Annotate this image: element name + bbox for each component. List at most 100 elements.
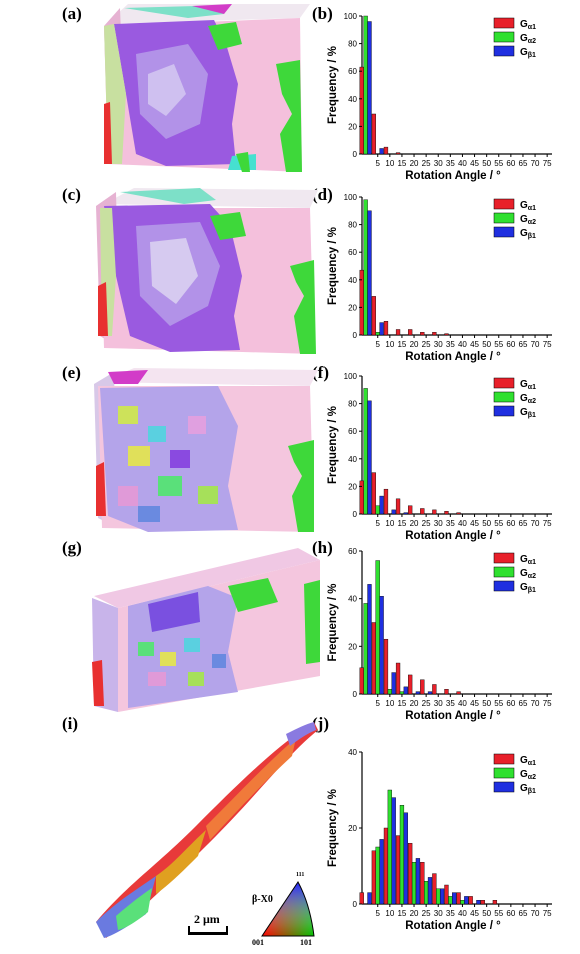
legend-label-sub: α2 bbox=[528, 38, 536, 45]
bar-Gα1-25 bbox=[420, 508, 425, 515]
x-tick-label: 75 bbox=[543, 699, 552, 708]
bar-Gβ1-20 bbox=[415, 858, 421, 905]
bar-Gα1-40 bbox=[456, 892, 461, 905]
y-tick-label: 40 bbox=[348, 595, 357, 604]
legend-swatch-Gα1 bbox=[493, 552, 515, 564]
x-tick-label: 70 bbox=[531, 340, 540, 349]
bar-Gα1-25 bbox=[420, 679, 425, 695]
legend-label-Gβ1: Gβ1 bbox=[520, 407, 536, 419]
grain-mosaic-g bbox=[138, 638, 226, 686]
bar-Gα1-30 bbox=[432, 873, 437, 905]
panel-label-c: (c) bbox=[62, 185, 81, 204]
y-axis-title: Frequency / % bbox=[327, 46, 339, 124]
x-tick-label: 10 bbox=[385, 519, 394, 528]
legend-swatch-Gβ1 bbox=[493, 226, 515, 238]
ipf-color-key bbox=[261, 881, 315, 937]
bar-Gβ1-0 bbox=[367, 21, 372, 155]
y-axis-title: Frequency / % bbox=[327, 227, 339, 305]
x-tick-label: 20 bbox=[410, 699, 419, 708]
bar-Gα2-15 bbox=[399, 805, 405, 905]
x-tick-label: 55 bbox=[494, 159, 503, 168]
bar-Gα2-20 bbox=[411, 862, 417, 905]
x-tick-label: 15 bbox=[397, 699, 406, 708]
legend-label-main: G bbox=[520, 755, 528, 766]
legend-label-sub: β1 bbox=[528, 233, 536, 240]
grain-mosaic-e bbox=[118, 406, 218, 522]
legend-label-Gα2: Gα2 bbox=[520, 393, 536, 405]
x-axis-title: Rotation Angle / ° bbox=[405, 710, 501, 722]
legend-label-main: G bbox=[520, 33, 528, 44]
x-tick-label: 45 bbox=[470, 159, 479, 168]
y-tick-label: 0 bbox=[353, 510, 358, 519]
x-tick-label: 45 bbox=[470, 519, 479, 528]
legend-swatch-Gβ1 bbox=[493, 45, 515, 57]
x-tick-label: 10 bbox=[385, 159, 394, 168]
legend-swatch-Gα1 bbox=[493, 377, 515, 389]
bar-Gα2-5 bbox=[375, 505, 380, 515]
x-tick-label: 55 bbox=[494, 699, 503, 708]
y-tick-label: 60 bbox=[348, 67, 357, 76]
x-tick-label: 55 bbox=[494, 519, 503, 528]
bar-Gα1-35 bbox=[444, 689, 449, 695]
x-tick-label: 35 bbox=[446, 909, 455, 918]
x-tick-label: 40 bbox=[458, 909, 467, 918]
x-tick-label: 60 bbox=[506, 699, 515, 708]
ipf-key-title: β-X0 bbox=[252, 894, 273, 905]
bar-Gα1-5 bbox=[371, 296, 376, 336]
legend-label-sub: α1 bbox=[528, 559, 536, 566]
legend-label-main: G bbox=[520, 393, 528, 404]
panel-label-b: (b) bbox=[312, 4, 333, 23]
ipf-corner-001: 001 bbox=[252, 938, 264, 947]
bar-Gα1-30 bbox=[432, 509, 437, 515]
x-tick-label: 15 bbox=[397, 909, 406, 918]
x-tick-label: 25 bbox=[422, 159, 431, 168]
legend-swatch-Gα2 bbox=[493, 767, 515, 779]
legend-label-sub: α1 bbox=[528, 384, 536, 391]
y-tick-label: 0 bbox=[353, 900, 358, 909]
y-tick-label: 0 bbox=[353, 690, 358, 699]
legend-swatch-Gβ1 bbox=[493, 580, 515, 592]
legend-label-main: G bbox=[520, 769, 528, 780]
bar-Gα2-30 bbox=[436, 888, 441, 905]
x-tick-label: 50 bbox=[482, 909, 491, 918]
bar-Gα1-35 bbox=[444, 333, 449, 336]
x-tick-label: 75 bbox=[543, 159, 552, 168]
bar-Gα1-0 bbox=[359, 480, 364, 515]
x-tick-label: 50 bbox=[482, 159, 491, 168]
y-tick-label: 100 bbox=[344, 372, 358, 381]
legend-label-Gα2: Gα2 bbox=[520, 568, 536, 580]
x-tick-label: 40 bbox=[458, 159, 467, 168]
x-tick-label: 30 bbox=[434, 699, 443, 708]
x-tick-label: 15 bbox=[397, 340, 406, 349]
x-tick-label: 5 bbox=[376, 159, 381, 168]
legend-swatch-Gα2 bbox=[493, 566, 515, 578]
microstructure-3d-e bbox=[94, 368, 318, 532]
bar-Gβ1-15 bbox=[403, 512, 408, 515]
bar-Gβ1-30 bbox=[439, 888, 445, 905]
legend-label-Gα2: Gα2 bbox=[520, 33, 536, 45]
y-tick-label: 60 bbox=[348, 547, 357, 556]
y-tick-label: 20 bbox=[348, 642, 357, 651]
legend-swatch-Gα1 bbox=[493, 198, 515, 210]
legend-label-Gα1: Gα1 bbox=[520, 554, 536, 566]
x-tick-label: 45 bbox=[470, 699, 479, 708]
legend-swatch-Gα2 bbox=[493, 391, 515, 403]
legend-label-main: G bbox=[520, 200, 528, 211]
bar-Gα1-0 bbox=[359, 66, 364, 155]
y-tick-label: 80 bbox=[348, 40, 357, 49]
x-tick-label: 35 bbox=[446, 159, 455, 168]
x-tick-label: 60 bbox=[506, 909, 515, 918]
x-tick-label: 70 bbox=[531, 909, 540, 918]
bar-Gα1-20 bbox=[408, 505, 413, 515]
panel-label-h: (h) bbox=[312, 538, 333, 557]
x-tick-label: 40 bbox=[458, 340, 467, 349]
legend-label-main: G bbox=[520, 568, 528, 579]
legend-swatch-Gα1 bbox=[493, 753, 515, 765]
ipf-corner-111: 111 bbox=[296, 872, 305, 878]
legend-label-sub: β1 bbox=[528, 412, 536, 419]
bar-Gβ1-0 bbox=[367, 892, 372, 905]
microstructure-3d-a bbox=[104, 4, 310, 172]
